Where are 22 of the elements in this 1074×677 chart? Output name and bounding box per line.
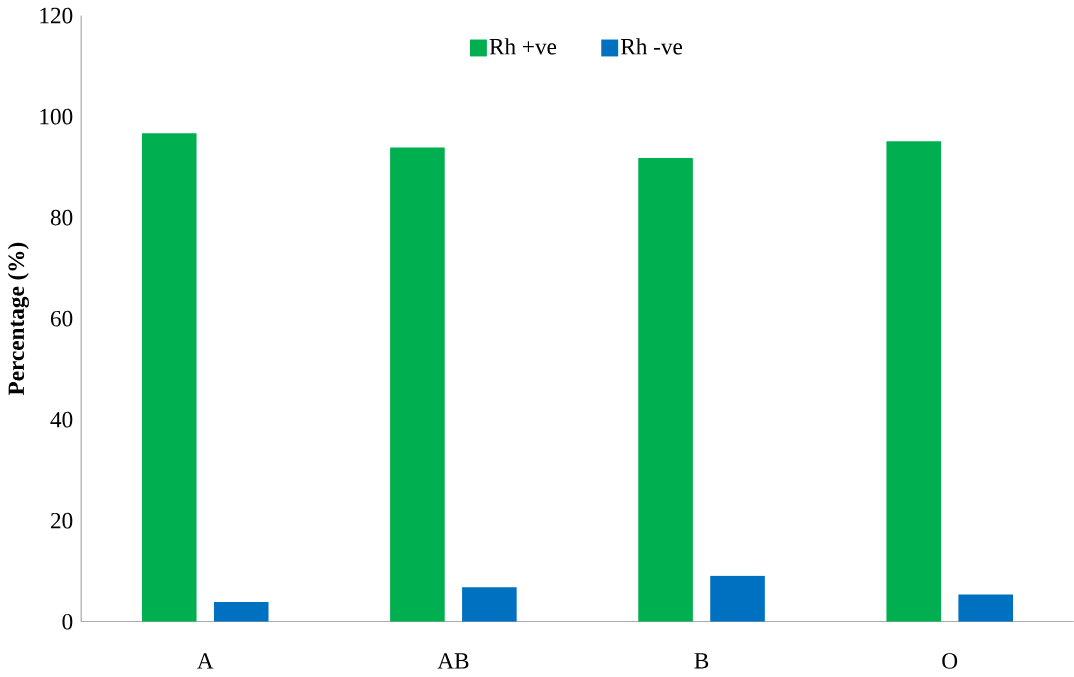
bar: [958, 594, 1013, 622]
bar: [462, 587, 517, 622]
legend-label: Rh +ve: [489, 38, 557, 55]
y-tick-label: 40: [50, 412, 73, 428]
y-tick-label: 120: [40, 7, 73, 24]
bar: [886, 141, 942, 622]
legend-label: Rh -ve: [620, 38, 683, 55]
bar: [710, 575, 765, 622]
x-tick-label: A: [197, 653, 214, 669]
y-tick-label: 60: [50, 311, 73, 327]
x-tick-label: B: [694, 653, 709, 669]
y-tick-label: 0: [62, 614, 73, 630]
y-axis-title: Percentage (%): [7, 243, 29, 396]
bar: [213, 602, 269, 622]
bar: [141, 133, 197, 622]
y-tick-label: 80: [50, 210, 73, 226]
y-tick-label: 20: [50, 513, 73, 529]
x-tick-label: O: [942, 653, 958, 670]
bar: [390, 147, 445, 622]
y-tick-label: 100: [40, 109, 73, 125]
bar: [638, 158, 693, 622]
x-tick-label: AB: [437, 653, 469, 669]
